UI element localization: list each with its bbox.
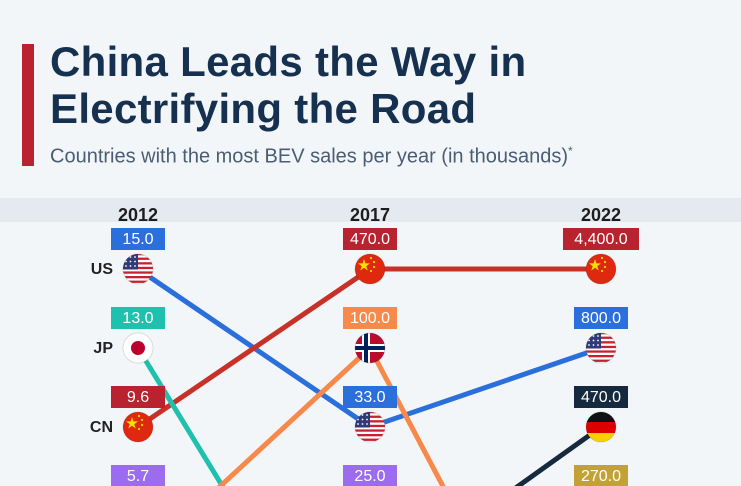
us-flag-2012-icon — [122, 253, 154, 285]
data-label-cn-2012: 9.6 — [111, 386, 165, 408]
title-accent-bar — [22, 44, 34, 166]
subtitle-text: Countries with the most BEV sales per ye… — [50, 145, 569, 168]
japan-flag-2012-icon — [122, 332, 154, 364]
us-flag-2017-icon — [354, 411, 386, 443]
data-label-us-2022-box — [574, 307, 628, 329]
data-label-row4-2022: 270.0 — [574, 465, 628, 486]
year-axis: 2012 2017 2022 — [118, 205, 621, 225]
country-code-cn: CN — [90, 419, 113, 436]
title-line-1: China Leads the Way in — [50, 38, 527, 85]
year-label-2012: 2012 — [118, 205, 158, 225]
data-label-cn-2017: 470.0 — [343, 228, 397, 250]
year-header-band — [0, 198, 741, 222]
series-line-germany-incoming — [514, 424, 604, 486]
data-label-germany-2022-text: 470.0 — [581, 389, 621, 406]
data-label-jp-2012: 13.0 — [111, 307, 165, 329]
data-label-row4-2022-text: 270.0 — [581, 468, 621, 485]
data-label-us-2012-box — [111, 228, 165, 250]
data-label-us-2017-box — [343, 386, 397, 408]
data-label-cn-2012-text: 9.6 — [127, 389, 149, 406]
data-labels: 15.0 33.0 800.0 13.0 9.6 470.0 4,400.0 100.0 470… — [111, 228, 639, 486]
china-flag-2012-icon — [122, 411, 154, 443]
data-label-us-2022-text: 800.0 — [581, 310, 621, 327]
data-label-germany-2022: 470.0 — [574, 386, 628, 408]
data-label-us-2022: 800.0 — [574, 307, 628, 329]
country-code-jp: JP — [93, 340, 113, 357]
data-label-germany-2022-box — [574, 386, 628, 408]
country-flags — [122, 253, 617, 443]
data-label-us-2017-text: 33.0 — [354, 389, 385, 406]
china-flag-2017-icon — [354, 253, 386, 285]
data-label-row4-2022-box — [574, 465, 628, 486]
us-flag-2022-icon — [585, 332, 617, 364]
subtitle-footnote-mark: * — [568, 144, 573, 158]
data-label-cn-2022: 4,400.0 — [563, 228, 639, 250]
data-label-us-2017: 33.0 — [343, 386, 397, 408]
norway-flag-2017-icon — [354, 332, 386, 364]
data-label-jp-2012-box — [111, 307, 165, 329]
data-label-norway-2017-text: 100.0 — [350, 310, 390, 327]
data-label-row4-2017-text: 25.0 — [354, 468, 385, 485]
series-line-norway-continuation — [367, 345, 446, 486]
data-label-us-2012-text: 15.0 — [122, 231, 153, 248]
data-label-cn-2022-text: 4,400.0 — [574, 231, 627, 248]
country-code-labels: US JP CN — [90, 261, 113, 436]
data-label-us-2012: 15.0 — [111, 228, 165, 250]
data-label-norway-2017: 100.0 — [343, 307, 397, 329]
year-label-2017: 2017 — [350, 205, 390, 225]
data-label-cn-2022-box — [563, 228, 639, 250]
data-label-row4-2012: 5.7 — [111, 465, 165, 486]
data-label-norway-2017-box — [343, 307, 397, 329]
data-label-row4-2017-box — [343, 465, 397, 486]
series-line-jp-continuation — [135, 345, 226, 486]
country-code-us: US — [91, 261, 114, 278]
year-label-2022: 2022 — [581, 205, 621, 225]
title-line-2: Electrifying the Road — [50, 85, 477, 132]
chart-title: China Leads the Way in Electrifying the … — [50, 38, 526, 132]
data-label-jp-2012-text: 13.0 — [122, 310, 153, 327]
data-label-row4-2012-box — [111, 465, 165, 486]
germany-flag-2022-icon — [585, 411, 617, 443]
data-label-row4-2017: 25.0 — [343, 465, 397, 486]
china-flag-2022-icon — [585, 253, 617, 285]
data-label-cn-2012-box — [111, 386, 165, 408]
chart-subtitle: Countries with the most BEV sales per ye… — [50, 144, 573, 169]
data-label-row4-2012-text: 5.7 — [127, 468, 149, 485]
series-lines — [135, 266, 604, 486]
data-label-cn-2017-box — [343, 228, 397, 250]
data-label-cn-2017-text: 470.0 — [350, 231, 390, 248]
series-line-norway-incoming — [216, 345, 373, 486]
